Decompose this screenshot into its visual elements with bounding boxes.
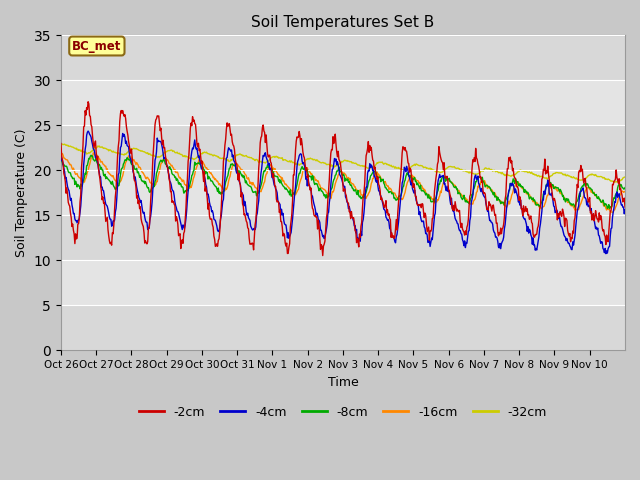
-4cm	[602, 251, 610, 257]
Y-axis label: Soil Temperature (C): Soil Temperature (C)	[15, 129, 28, 257]
-16cm	[124, 156, 132, 161]
Line: -32cm: -32cm	[61, 144, 625, 182]
-16cm	[57, 150, 65, 156]
-4cm	[621, 207, 629, 213]
Text: BC_met: BC_met	[72, 39, 122, 52]
-2cm	[228, 132, 236, 137]
-32cm	[57, 143, 65, 148]
-8cm	[277, 177, 285, 183]
-8cm	[434, 189, 442, 195]
-32cm	[621, 174, 629, 180]
-32cm	[610, 180, 618, 185]
Bar	[61, 80, 625, 125]
-4cm	[255, 184, 263, 190]
-2cm	[403, 148, 410, 154]
-16cm	[228, 167, 236, 173]
-2cm	[621, 204, 629, 210]
-32cm	[434, 169, 442, 175]
-16cm	[255, 189, 263, 194]
-8cm	[605, 206, 613, 212]
Bar	[61, 216, 625, 260]
-8cm	[124, 156, 132, 161]
-32cm	[228, 157, 236, 163]
-2cm	[277, 218, 285, 224]
-8cm	[621, 185, 629, 191]
-16cm	[90, 150, 97, 156]
-4cm	[402, 169, 410, 175]
-32cm	[277, 155, 285, 161]
Bar	[61, 170, 625, 216]
-8cm	[255, 187, 263, 193]
Bar	[61, 305, 625, 350]
-4cm	[124, 144, 132, 149]
-32cm	[255, 159, 263, 165]
-2cm	[435, 159, 442, 165]
-16cm	[434, 197, 442, 203]
-32cm	[402, 167, 410, 173]
-8cm	[87, 152, 95, 158]
-2cm	[84, 99, 92, 105]
Bar	[61, 36, 625, 80]
-4cm	[228, 147, 236, 153]
Title: Soil Temperatures Set B: Soil Temperatures Set B	[252, 15, 435, 30]
-2cm	[255, 156, 263, 161]
-4cm	[277, 212, 285, 218]
Legend: -2cm, -4cm, -8cm, -16cm, -32cm: -2cm, -4cm, -8cm, -16cm, -32cm	[134, 401, 552, 424]
Line: -8cm: -8cm	[61, 155, 625, 209]
-2cm	[319, 252, 326, 258]
-2cm	[124, 132, 132, 138]
-16cm	[402, 185, 410, 191]
-2cm	[57, 141, 65, 146]
Line: -4cm: -4cm	[61, 131, 625, 254]
-16cm	[621, 189, 629, 194]
Line: -2cm: -2cm	[61, 102, 625, 255]
Line: -16cm: -16cm	[61, 153, 625, 213]
Bar	[61, 125, 625, 170]
-32cm	[124, 149, 132, 155]
-4cm	[434, 183, 442, 189]
-32cm	[58, 141, 66, 147]
-8cm	[402, 174, 410, 180]
-16cm	[609, 210, 616, 216]
-4cm	[84, 128, 92, 134]
-4cm	[57, 154, 65, 160]
-8cm	[57, 157, 65, 163]
-16cm	[277, 174, 285, 180]
-8cm	[228, 162, 236, 168]
X-axis label: Time: Time	[328, 376, 358, 389]
Bar	[61, 260, 625, 305]
